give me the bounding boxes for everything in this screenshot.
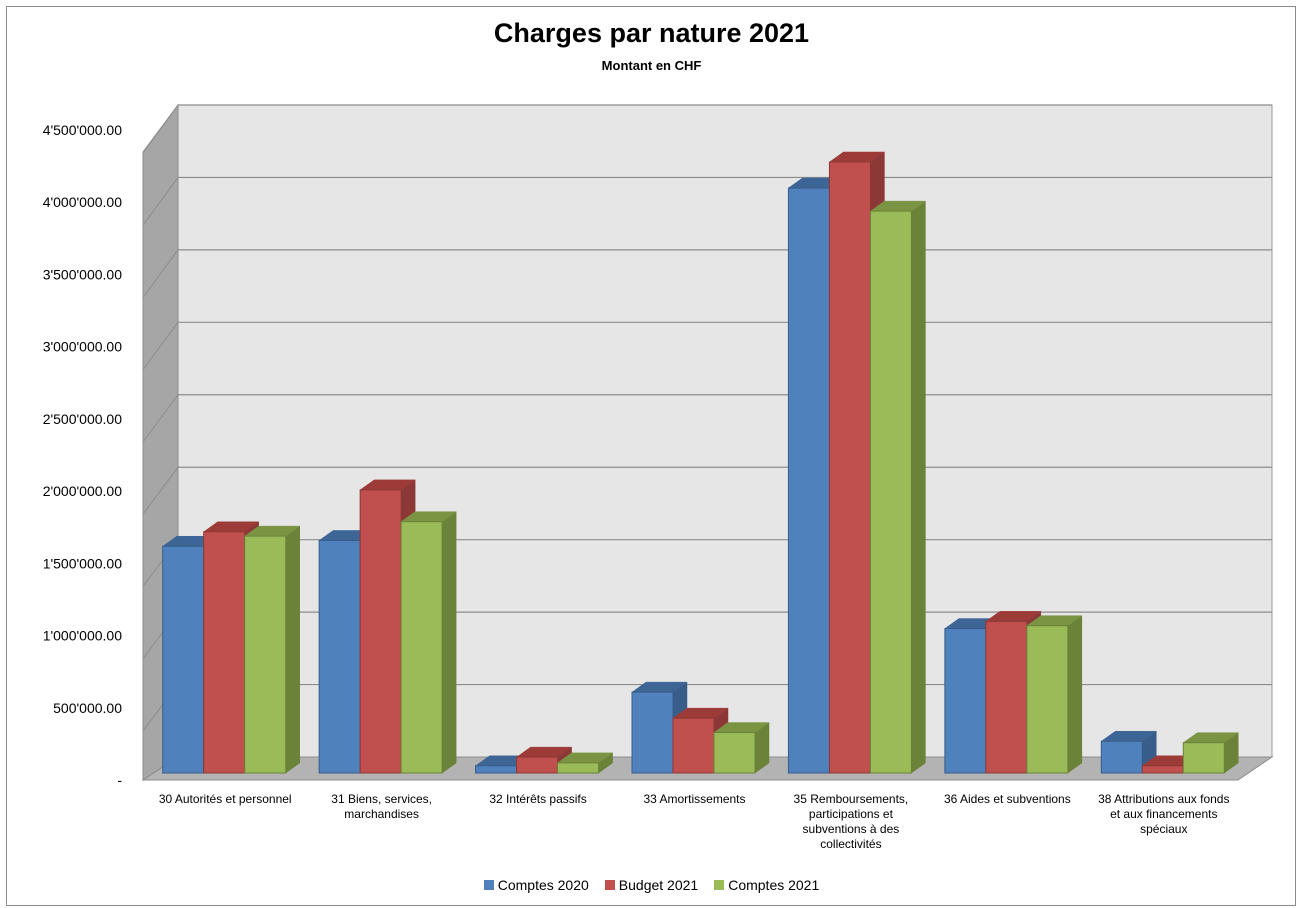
y-tick-label: 4'000'000.00 [43, 194, 123, 210]
chart-subtitle: Montant en CHF [601, 58, 702, 73]
bar-comptes-2021 [869, 210, 912, 774]
bar-comptes-2020 [318, 539, 361, 774]
bar-comptes-2021 [1026, 625, 1069, 774]
legend-label: Budget 2021 [618, 877, 699, 893]
y-tick-label: 3'500'000.00 [43, 266, 123, 282]
gridline-side [142, 249, 179, 298]
legend-swatch [714, 880, 725, 890]
legend-swatch [483, 880, 494, 890]
x-tick-label: 33 Amortissements [643, 792, 745, 806]
y-tick-label: 1'000'000.00 [43, 628, 123, 644]
gridline-side [142, 322, 179, 370]
bar-comptes-2021 [1182, 742, 1225, 774]
legend-item-comptes-2020: Comptes 2020 [483, 877, 589, 893]
x-tick-label: 31 Biens, services, marchandises [331, 792, 432, 821]
bar-budget-2021 [359, 489, 402, 774]
bar-budget-2021 [516, 756, 559, 774]
x-tick-label: 36 Aides et subventions [944, 792, 1071, 806]
legend-item-budget-2021: Budget 2021 [604, 877, 699, 893]
gridline-side [142, 177, 179, 226]
bar-comptes-2020 [1100, 740, 1143, 774]
bar-comptes-2020 [162, 545, 205, 774]
chart-legend: Comptes 2020 Budget 2021 Comptes 2021 [0, 877, 1303, 893]
y-tick-label: - [117, 772, 122, 788]
bar-budget-2021 [1141, 765, 1184, 774]
bar-comptes-2021 [713, 732, 756, 774]
bar-comptes-2020 [475, 765, 518, 774]
bar-budget-2021 [203, 531, 246, 774]
y-tick-label: 3'000'000.00 [43, 339, 123, 355]
x-tick-label: 38 Attributions aux fonds et aux financem… [1098, 792, 1229, 836]
x-tick-label: 35 Remboursements, participations et subve… [794, 792, 909, 851]
bar-budget-2021 [672, 717, 715, 774]
bar-side [441, 511, 457, 774]
x-tick-label: 30 Autorités et personnel [159, 792, 292, 806]
bar-comptes-2021 [400, 521, 443, 774]
chart-title: Charges par nature 2021 [493, 18, 810, 48]
bar-side [285, 525, 300, 774]
legend-item-comptes-2021: Comptes 2021 [714, 877, 819, 893]
bar-comptes-2020 [787, 187, 830, 774]
bar-side [1067, 615, 1083, 774]
bar-comptes-2021 [244, 535, 287, 774]
legend-swatch [604, 880, 615, 890]
y-tick-label: 1'500'000.00 [43, 555, 123, 571]
gridline-side [142, 394, 179, 443]
bar-comptes-2020 [631, 691, 674, 774]
y-tick-label: 2'500'000.00 [43, 411, 123, 427]
y-tick-label: 2'000'000.00 [43, 483, 123, 499]
legend-label: Comptes 2021 [728, 877, 820, 893]
gridline-side [142, 466, 179, 515]
bar-budget-2021 [985, 620, 1028, 774]
legend-label: Comptes 2020 [497, 877, 589, 893]
bar-side [911, 200, 926, 774]
gridline-side [142, 104, 179, 154]
x-tick-label: 32 Intérêts passifs [489, 792, 586, 806]
bar-budget-2021 [828, 161, 871, 774]
bar-comptes-2021 [557, 762, 600, 774]
bar-comptes-2020 [944, 628, 987, 774]
y-tick-label: 500'000.00 [53, 700, 122, 716]
y-tick-label: 4'500'000.00 [43, 122, 123, 138]
